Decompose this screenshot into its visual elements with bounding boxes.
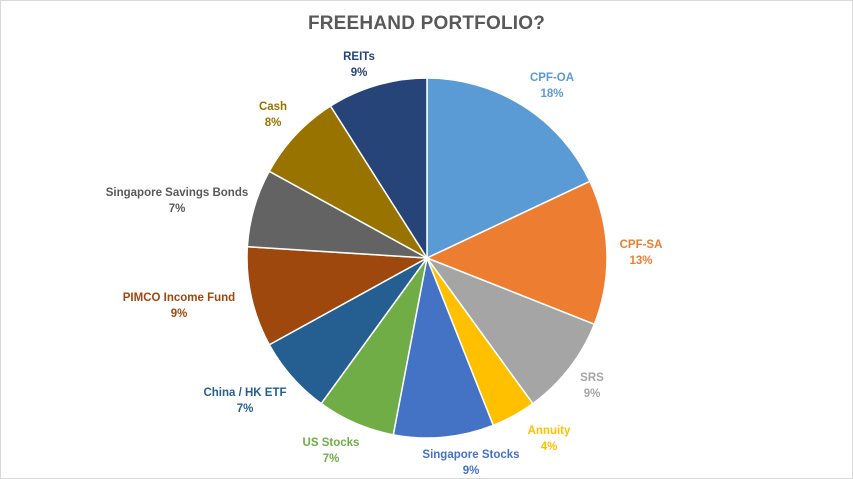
- pie-slice-reits: [329, 77, 428, 261]
- pie-slice-cash: [268, 104, 428, 259]
- chart-title: FREEHAND PORTFOLIO?: [307, 13, 546, 34]
- pie-slice-cpf-sa: [425, 180, 608, 326]
- data-label: CPF-SA 13%: [620, 239, 663, 267]
- data-label: US Stocks 7%: [303, 437, 360, 465]
- data-label: CPF-OA 18%: [530, 72, 574, 100]
- data-label: PIMCO Income Fund 9%: [123, 292, 235, 320]
- data-label: China / HK ETF 7%: [203, 387, 286, 415]
- data-label: Cash 8%: [259, 101, 287, 129]
- data-label: Singapore Savings Bonds 7%: [106, 187, 249, 215]
- pie-slice-cpf-oa: [426, 77, 591, 260]
- data-label: REITs 9%: [343, 51, 375, 79]
- data-label: Annuity 4%: [528, 425, 571, 453]
- data-label: Singapore Stocks 9%: [422, 449, 519, 477]
- data-label: SRS 9%: [580, 372, 604, 400]
- pie-slice-singapore-stocks: [392, 255, 495, 439]
- pie-slice-srs: [424, 256, 596, 405]
- pie-slice-pimco-income-fund: [246, 245, 430, 346]
